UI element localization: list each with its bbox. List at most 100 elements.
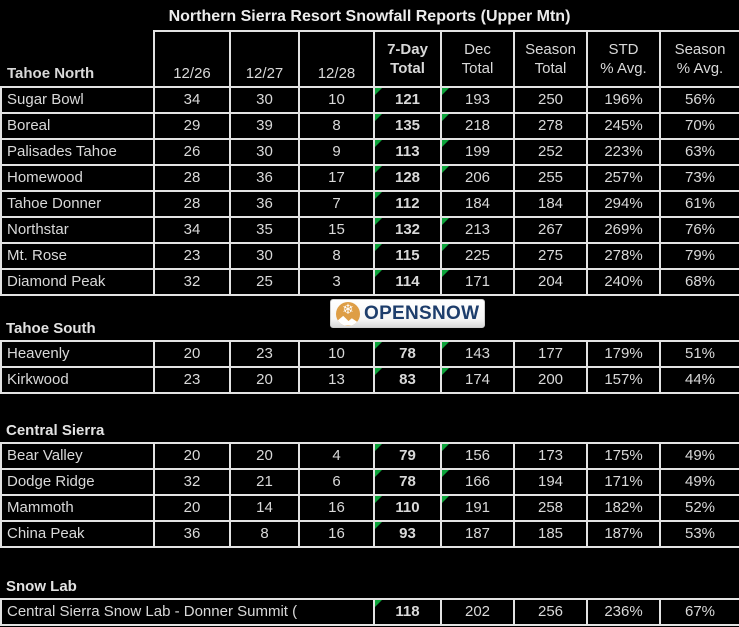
resort-name-cell: Mammoth (0, 494, 155, 522)
value-cell: 61% (659, 190, 739, 218)
comment-marker-icon (376, 219, 382, 225)
comment-marker-icon (376, 271, 382, 277)
value-cell: 32 (153, 468, 231, 496)
value-cell: 278 (513, 112, 588, 140)
table-row: Diamond Peak 32 25 3 114 171 204 240% 68% (0, 268, 739, 296)
value-cell: 218 (440, 112, 515, 140)
comment-marker-icon (443, 89, 449, 95)
opensnow-logo: ❄ OPENSNOW (330, 299, 485, 328)
table-row: China Peak 36 8 16 93 187 185 187% 53% (0, 520, 739, 548)
value-cell: 78 (373, 340, 442, 368)
value-cell: 7 (298, 190, 375, 218)
comment-marker-icon (443, 167, 449, 173)
value-cell: 4 (298, 442, 375, 470)
value-cell: 184 (440, 190, 515, 218)
value-cell: 63% (659, 138, 739, 166)
value-cell: 79% (659, 242, 739, 270)
value-cell: 16 (298, 520, 375, 548)
value-cell: 36 (229, 190, 300, 218)
value-cell: 79 (373, 442, 442, 470)
value-cell: 257% (586, 164, 661, 192)
value-cell: 29 (153, 112, 231, 140)
value-cell: 35 (229, 216, 300, 244)
value-cell: 52% (659, 494, 739, 522)
col-header-date-1: 12/26 (153, 30, 231, 88)
value-cell: 199 (440, 138, 515, 166)
value-cell: 245% (586, 112, 661, 140)
comment-marker-icon (376, 245, 382, 251)
value-cell: 225 (440, 242, 515, 270)
table-row: Dodge Ridge 32 21 6 78 166 194 171% 49% (0, 468, 739, 496)
resort-name-cell: Central Sierra Snow Lab - Donner Summit … (0, 598, 375, 626)
value-cell: 32 (153, 268, 231, 296)
col-header-season-total: Season Total (513, 30, 588, 88)
value-cell: 9 (298, 138, 375, 166)
value-cell: 3 (298, 268, 375, 296)
header-line1: Season (674, 41, 726, 58)
table-row: Mammoth 20 14 16 110 191 258 182% 52% (0, 494, 739, 522)
value-cell: 73% (659, 164, 739, 192)
col-header-date-3: 12/28 (298, 30, 375, 88)
value-cell: 128 (373, 164, 442, 192)
value-cell: 13 (298, 366, 375, 394)
value-cell: 187 (440, 520, 515, 548)
value-cell: 28 (153, 190, 231, 218)
table-row: Bear Valley 20 20 4 79 156 173 175% 49% (0, 442, 739, 470)
table-row: Heavenly 20 23 10 78 143 177 179% 51% (0, 340, 739, 368)
value-cell: 93 (373, 520, 442, 548)
value-cell: 256 (513, 598, 588, 626)
comment-marker-icon (376, 343, 382, 349)
value-cell: 171 (440, 268, 515, 296)
resort-name-cell: Sugar Bowl (0, 86, 155, 114)
value-cell: 269% (586, 216, 661, 244)
header-line2: Total (461, 60, 494, 77)
value-cell: 30 (229, 86, 300, 114)
value-cell: 118 (373, 598, 442, 626)
value-cell: 36 (153, 520, 231, 548)
section-divider-tahoe-south: ❄ OPENSNOW Tahoe South (0, 296, 739, 340)
value-cell: 193 (440, 86, 515, 114)
comment-marker-icon (376, 471, 382, 477)
value-cell: 34 (153, 86, 231, 114)
header-line2: % Avg. (600, 60, 647, 77)
col-header-dec-total: Dec Total (440, 30, 515, 88)
value-cell: 6 (298, 468, 375, 496)
value-cell: 204 (513, 268, 588, 296)
snowfall-table-tahoe-south: Heavenly 20 23 10 78 143 177 179% 51% Kirkwood 23 2… (0, 340, 739, 394)
table-row: Central Sierra Snow Lab - Donner Summit … (0, 598, 739, 626)
comment-marker-icon (443, 271, 449, 277)
header-row: Tahoe North 12/26 12/27 12/28 7-Day Total… (1, 30, 739, 88)
comment-marker-icon (376, 193, 382, 199)
value-cell: 83 (373, 366, 442, 394)
comment-marker-icon (376, 601, 382, 607)
resort-name-cell: Homewood (0, 164, 155, 192)
value-cell: 184 (513, 190, 588, 218)
value-cell: 8 (298, 112, 375, 140)
comment-marker-icon (443, 219, 449, 225)
section-label-snow-lab: Snow Lab (6, 578, 77, 595)
value-cell: 20 (153, 340, 231, 368)
comment-marker-icon (376, 141, 382, 147)
comment-marker-icon (443, 471, 449, 477)
comment-marker-icon (443, 245, 449, 251)
value-cell: 187% (586, 520, 661, 548)
header-line2: Total (534, 60, 567, 77)
value-cell: 49% (659, 468, 739, 496)
value-cell: 223% (586, 138, 661, 166)
value-cell: 8 (298, 242, 375, 270)
value-cell: 174 (440, 366, 515, 394)
table-row: Sugar Bowl 34 30 10 121 193 250 196% 56% (0, 86, 739, 114)
value-cell: 14 (229, 494, 300, 522)
value-cell: 185 (513, 520, 588, 548)
value-cell: 121 (373, 86, 442, 114)
header-line2: % Avg. (676, 60, 724, 77)
snowfall-table-snow-lab: Central Sierra Snow Lab - Donner Summit … (0, 598, 739, 626)
value-cell: 53% (659, 520, 739, 548)
value-cell: 191 (440, 494, 515, 522)
comment-marker-icon (443, 497, 449, 503)
header-line1: Dec (464, 41, 491, 58)
comment-marker-icon (376, 445, 382, 451)
resort-name-cell: Bear Valley (0, 442, 155, 470)
value-cell: 23 (153, 366, 231, 394)
comment-marker-icon (376, 369, 382, 375)
